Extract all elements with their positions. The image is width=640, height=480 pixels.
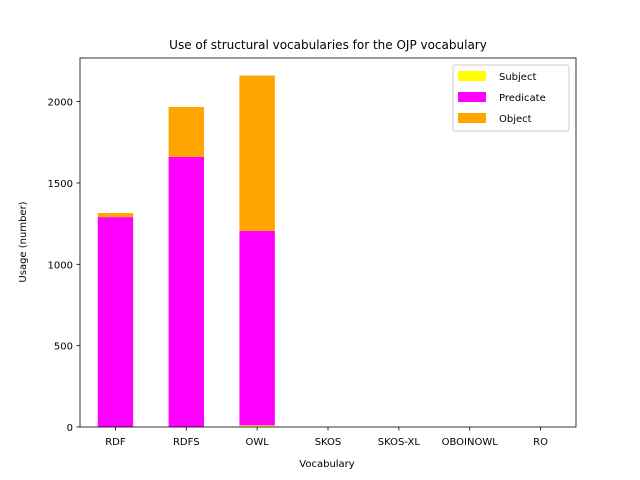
y-tick-label-4: 2000: [48, 98, 73, 109]
bar-rdf-object: [97, 213, 134, 218]
legend: Subject Predicate Object: [452, 64, 570, 132]
x-axis-label: Vocabulary: [299, 459, 355, 470]
bar-rdfs-predicate: [168, 156, 204, 427]
y-tick-label-0: 0: [67, 423, 73, 434]
bar-rdf-predicate: [97, 217, 134, 427]
legend-label-predicate: Predicate: [499, 93, 546, 104]
y-tick-label-3: 1500: [48, 179, 73, 190]
bar-owl-subject: [239, 425, 275, 427]
x-tick-label-1: RDFS: [173, 437, 200, 448]
bar-owl-predicate: [239, 230, 275, 426]
y-tick-label-2: 1000: [48, 260, 73, 271]
legend-label-subject: Subject: [499, 72, 536, 83]
chart-title: Use of structural vocabularies for the O…: [169, 38, 487, 52]
legend-swatch-predicate: [458, 92, 486, 102]
bar-rdfs-object: [168, 106, 204, 157]
x-tick-label-2: OWL: [245, 437, 269, 448]
axes-layer: 0 500 1000 1500 2000 RDF RDFS OWL SKOS SKOS-XL OBO…: [48, 57, 577, 448]
x-tick-label-6: RO: [533, 437, 548, 448]
bar-owl-object: [239, 75, 275, 231]
x-tick-label-4: SKOS-XL: [378, 437, 421, 448]
x-tick-label-0: RDF: [105, 437, 126, 448]
legend-swatch-object: [458, 113, 486, 123]
y-axis-label: Usage (number): [18, 201, 29, 282]
legend-label-object: Object: [499, 114, 532, 125]
legend-swatch-subject: [458, 71, 486, 81]
bars-layer: [97, 75, 275, 427]
x-tick-label-5: OBOINOWL: [442, 437, 499, 448]
y-tick-label-1: 500: [54, 342, 73, 353]
x-tick-label-3: SKOS: [315, 437, 342, 448]
